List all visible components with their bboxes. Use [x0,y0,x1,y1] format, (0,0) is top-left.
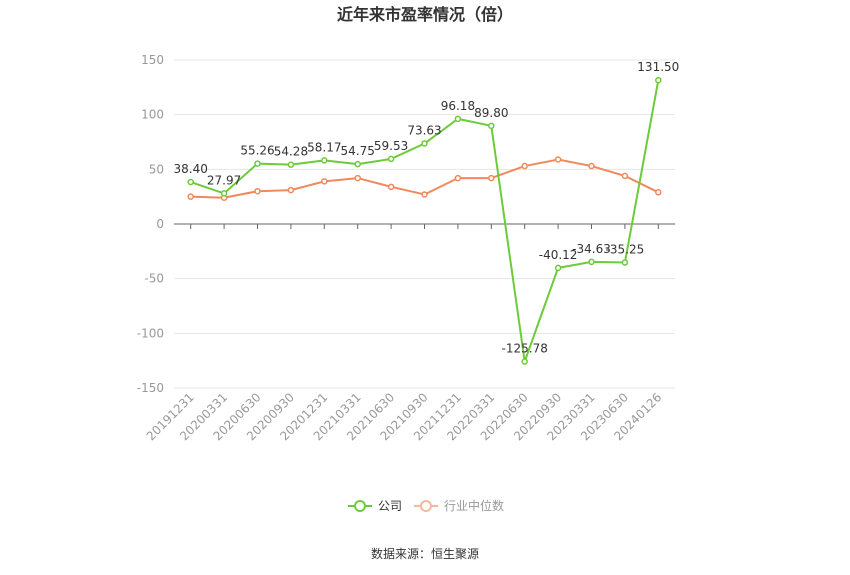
data-point [588,162,595,170]
data-point [554,264,562,272]
y-tick-label: 150 [141,53,164,67]
data-label: 54.75 [341,144,375,158]
y-tick-label: 100 [141,108,164,122]
data-label: 73.63 [407,123,441,137]
data-label: 58.17 [307,140,341,154]
grid-lines [174,59,675,389]
data-point [421,191,428,198]
legend-swatch-marker [354,500,366,512]
data-point [588,258,595,266]
data-label: 54.28 [274,145,308,159]
data-point [655,76,662,84]
data-label: 131.50 [637,60,679,74]
data-point [387,155,395,163]
data-point [621,259,629,266]
data-label: 38.40 [174,162,208,176]
data-label: 96.18 [441,99,475,113]
data-label: -35.25 [606,243,645,257]
legend-label: 公司 [378,499,402,513]
y-tick-label: -50 [144,272,164,286]
legend-label: 行业中位数 [444,498,504,513]
chart-title: 近年来市盈率情况（倍） [337,5,513,24]
data-point [655,189,662,196]
data-point [354,160,361,168]
data-point [521,358,528,365]
data-label: -40.12 [539,248,578,262]
data-point [387,183,395,191]
y-axis: 150 100 50 0 -50 -100 -150 [137,53,164,395]
data-point [321,178,328,185]
data-point [488,122,495,130]
y-tick-label: 50 [149,162,164,176]
data-point [454,115,462,123]
data-label: 89.80 [474,106,508,120]
data-point [488,174,495,182]
data-point [554,156,562,163]
data-point [287,186,295,194]
data-label: -125.78 [502,342,548,356]
data-point [254,160,261,167]
data-point [421,140,428,147]
data-label: -34.63 [572,242,611,256]
y-tick-label: 0 [156,217,164,231]
data-point [621,172,629,180]
data-label: 59.53 [374,139,408,153]
data-point [220,190,228,197]
data-point [354,174,361,182]
legend: 公司 行业中位数 [348,498,504,513]
series-line-0 [190,80,660,362]
data-point [454,174,462,182]
data-point [187,193,194,200]
data-point [287,161,295,168]
source-text: 数据来源：恒生聚源 [371,546,479,561]
data-point [187,178,194,186]
data-point [521,162,528,170]
data-label: 27.97 [207,173,241,187]
data-label: 55.26 [240,144,274,158]
data-point [321,157,328,164]
legend-swatch-marker [420,500,432,512]
y-tick-label: -100 [137,326,164,340]
y-tick-label: -150 [137,381,164,395]
data-point [254,187,261,195]
